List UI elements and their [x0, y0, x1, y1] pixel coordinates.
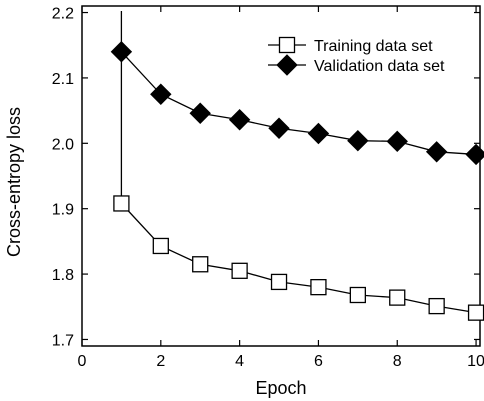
training-data-point — [310, 279, 327, 296]
legend-marker-training — [278, 36, 296, 54]
validation-data-point — [228, 109, 251, 131]
x-tick-label: 10 — [467, 353, 484, 370]
validation-data-point — [110, 41, 133, 63]
validation-data-point — [347, 129, 369, 152]
y-tick-label: 1.8 — [52, 267, 74, 284]
x-axis-label: Epoch — [255, 378, 306, 398]
y-axis-label: Cross-entropy loss — [4, 107, 24, 257]
validation-data-point — [189, 102, 211, 124]
training-data-point — [349, 286, 366, 304]
x-tick-label: 0 — [78, 353, 87, 370]
training-data-point — [231, 262, 248, 279]
validation-data-point — [425, 141, 448, 163]
legend-marker-validation — [276, 54, 298, 76]
y-tick-label: 2.2 — [52, 6, 74, 23]
x-tick-label: 4 — [235, 353, 244, 370]
legend: Training data set Validation data set — [268, 36, 445, 76]
legend-label-training: Training data set — [314, 38, 433, 55]
training-data-point — [192, 256, 209, 273]
training-data-point — [113, 195, 130, 212]
validation-data-point — [386, 130, 408, 153]
training-data-point — [467, 304, 484, 321]
y-tick-label: 2.0 — [52, 136, 74, 153]
training-data-point — [152, 237, 169, 255]
validation-data-point — [150, 83, 172, 105]
y-tick-label: 1.7 — [52, 332, 74, 349]
validation-series-line — [120, 51, 477, 156]
validation-data-point — [465, 143, 484, 166]
legend-label-validation: Validation data set — [314, 58, 445, 75]
training-data-point — [270, 273, 288, 291]
training-data-point — [389, 289, 406, 306]
y-tick-label: 1.9 — [52, 202, 74, 219]
x-tick-label: 8 — [393, 353, 402, 370]
plot-frame — [81, 5, 481, 347]
y-tick-label: 2.1 — [52, 71, 74, 88]
x-tick-label: 6 — [314, 353, 323, 370]
validation-data-point — [268, 117, 290, 139]
x-tick-label: 2 — [156, 353, 165, 370]
training-data-point — [428, 297, 445, 315]
validation-data-point — [307, 122, 330, 145]
training-series-line — [120, 203, 477, 314]
